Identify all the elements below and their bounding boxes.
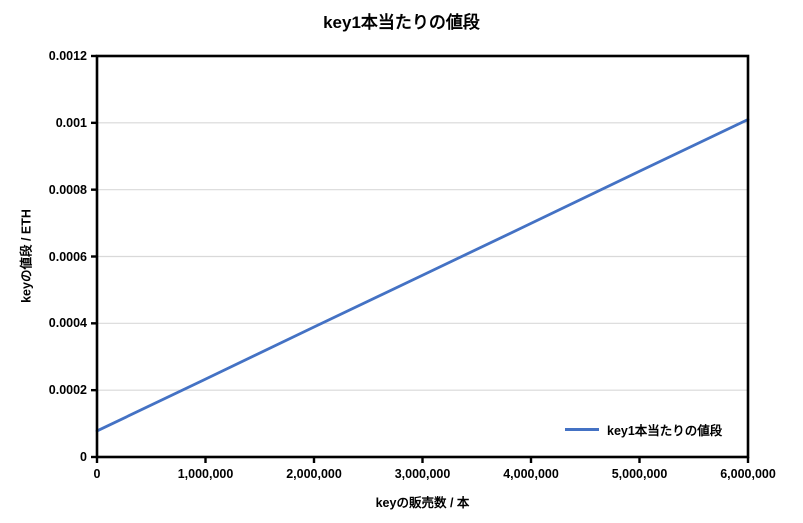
y-tick-label: 0.0012	[48, 49, 87, 63]
y-tick-label: 0.001	[55, 115, 87, 130]
gridlines	[97, 55, 748, 458]
axes-frame	[91, 54, 750, 463]
x-tick-label: 4,000,000	[503, 467, 559, 481]
y-tick-label: 0.0002	[48, 383, 87, 398]
legend: key1本当たりの値段	[565, 420, 722, 439]
y-axis-title-text: keyの値段 / ETH	[19, 209, 34, 303]
x-tick-label: 6,000,000	[720, 467, 776, 481]
x-axis-title: keyの販売数 / 本	[375, 496, 470, 510]
data-line	[95, 118, 750, 433]
x-tick-label: 1,000,000	[177, 467, 234, 481]
x-tick-label: 2,000,000	[286, 467, 342, 481]
x-tick-label: 5,000,000	[611, 467, 668, 481]
y-tick-label: 0	[80, 450, 87, 464]
x-tick-label: 0	[93, 467, 101, 481]
y-tick-label: 0.0006	[48, 249, 87, 264]
y-tick-label: 0.0004	[48, 316, 87, 331]
y-tick-label: 0.0008	[48, 182, 87, 197]
chart-title: key1本当たりの値段	[323, 13, 480, 32]
legend-label: key1本当たりの値段	[607, 424, 723, 438]
legend-line-swatch	[565, 428, 599, 431]
x-tick-label: 3,000,000	[394, 467, 451, 481]
